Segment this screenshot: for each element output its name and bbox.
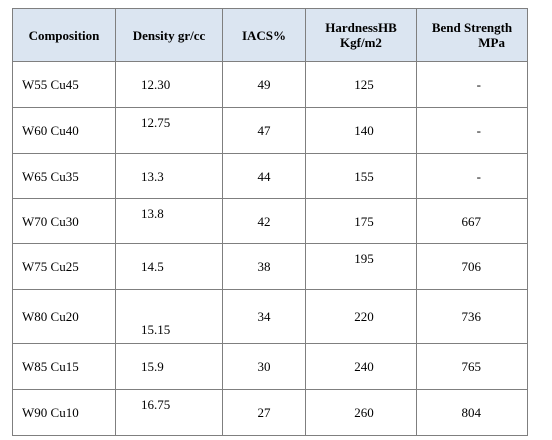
table-row: W70 Cu30 13.8 42 175 667 [12, 198, 528, 244]
cell-bend-strength: 804 [416, 389, 528, 436]
cell-composition: W55 Cu45 [12, 61, 116, 108]
cell-iacs: 47 [222, 107, 306, 154]
table-row: W75 Cu25 14.5 38 195 706 [12, 243, 528, 290]
cell-density: 12.30 [115, 61, 223, 108]
header-hardness: HardnessHB Kgf/m2 [305, 8, 417, 62]
cell-iacs: 42 [222, 198, 306, 244]
header-density: Density gr/cc [115, 8, 223, 62]
header-bend-label: Bend Strength [431, 20, 513, 35]
cell-composition: W65 Cu35 [12, 153, 116, 199]
cell-hardness: 220 [305, 289, 417, 344]
cell-hardness: 125 [305, 61, 417, 108]
cell-bend-strength: 736 [416, 289, 528, 344]
cell-density: 13.3 [115, 153, 223, 199]
cell-hardness: 140 [305, 107, 417, 154]
cell-hardness: 240 [305, 343, 417, 390]
cell-iacs: 34 [222, 289, 306, 344]
table-row: W85 Cu15 15.9 30 240 765 [12, 343, 528, 390]
cell-composition: W70 Cu30 [12, 198, 116, 244]
cell-hardness: 155 [305, 153, 417, 199]
header-iacs: IACS% [222, 8, 306, 62]
properties-table: Composition Density gr/cc IACS% Hardness… [12, 8, 528, 436]
cell-composition: W75 Cu25 [12, 243, 116, 290]
cell-density: 13.8 [115, 198, 223, 244]
cell-bend-strength: - [416, 107, 528, 154]
cell-bend-strength: - [416, 153, 528, 199]
cell-density: 16.75 [115, 389, 223, 436]
cell-composition: W90 Cu10 [12, 389, 116, 436]
table-row: W60 Cu40 12.75 47 140 - [12, 107, 528, 154]
cell-bend-strength: 706 [416, 243, 528, 290]
cell-iacs: 30 [222, 343, 306, 390]
cell-iacs: 49 [222, 61, 306, 108]
table-row: W80 Cu20 15.15 34 220 736 [12, 289, 528, 344]
header-row: Composition Density gr/cc IACS% Hardness… [12, 8, 528, 62]
cell-iacs: 38 [222, 243, 306, 290]
cell-iacs: 44 [222, 153, 306, 199]
cell-bend-strength: - [416, 61, 528, 108]
cell-composition: W80 Cu20 [12, 289, 116, 344]
header-composition: Composition [12, 8, 116, 62]
table-row: W65 Cu35 13.3 44 155 - [12, 153, 528, 199]
table-row: W90 Cu10 16.75 27 260 804 [12, 389, 528, 436]
cell-bend-strength: 765 [416, 343, 528, 390]
header-hardness-unit: Kgf/m2 [340, 35, 382, 50]
table-row: W55 Cu45 12.30 49 125 - [12, 61, 528, 108]
cell-bend-strength: 667 [416, 198, 528, 244]
cell-composition: W60 Cu40 [12, 107, 116, 154]
cell-iacs: 27 [222, 389, 306, 436]
cell-density: 12.75 [115, 107, 223, 154]
cell-hardness: 175 [305, 198, 417, 244]
cell-density: 15.9 [115, 343, 223, 390]
header-hardness-label: HardnessHB [325, 20, 397, 35]
header-bend-strength: Bend Strength MPa [416, 8, 528, 62]
cell-hardness: 195 [305, 243, 417, 290]
cell-density: 14.5 [115, 243, 223, 290]
cell-composition: W85 Cu15 [12, 343, 116, 390]
header-bend-unit: MPa [478, 35, 505, 50]
cell-density: 15.15 [115, 289, 223, 344]
cell-hardness: 260 [305, 389, 417, 436]
